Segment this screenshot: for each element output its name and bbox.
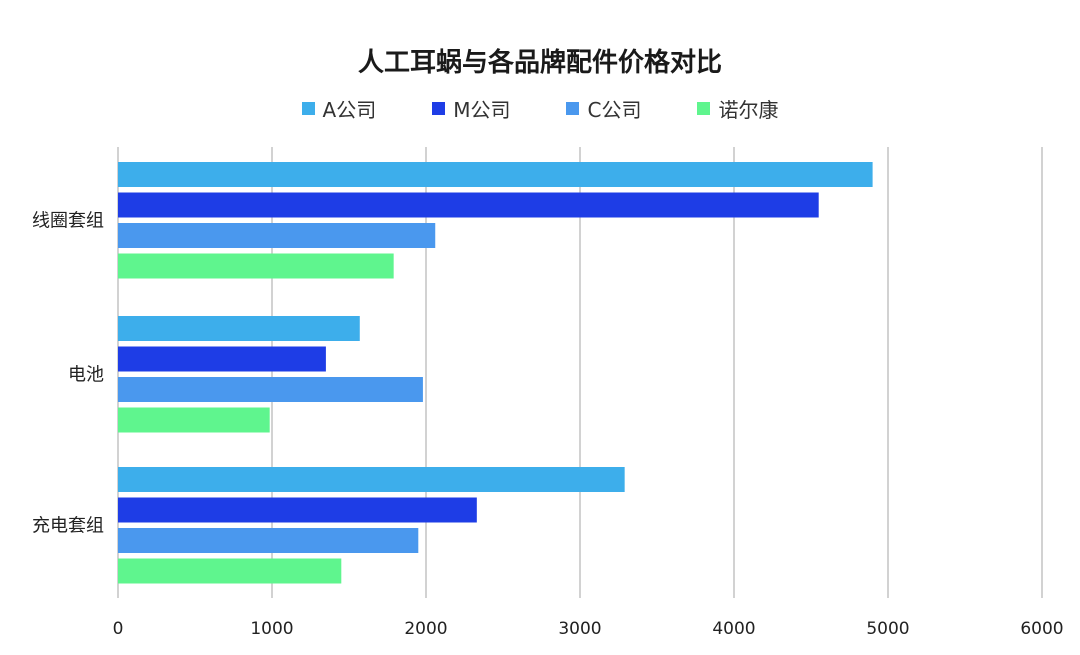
legend-swatch [697, 102, 711, 115]
bar[interactable] [118, 497, 477, 523]
bar[interactable] [118, 316, 360, 341]
bar[interactable] [118, 377, 423, 402]
legend-item[interactable]: C公司 [566, 94, 641, 123]
legend-swatch [432, 102, 446, 115]
x-tick-label: 6000 [1020, 619, 1063, 639]
x-tick-label: 0 [113, 619, 124, 639]
bar[interactable] [118, 223, 436, 248]
category-label: 充电套组 [32, 515, 104, 536]
bar[interactable] [118, 528, 419, 553]
bar[interactable] [118, 467, 625, 492]
legend-item[interactable]: A公司 [301, 94, 377, 123]
bar[interactable] [118, 407, 270, 433]
x-tick-label: 1000 [250, 619, 293, 639]
chart-title: 人工耳蜗与各品牌配件价格对比 [357, 48, 722, 78]
legend-label: C公司 [587, 98, 642, 122]
x-tick-label: 2000 [404, 619, 447, 639]
legend-swatch [301, 102, 315, 115]
legend-swatch [566, 102, 580, 115]
legend-item[interactable]: 诺尔康 [697, 94, 778, 123]
x-tick-label: 4000 [712, 619, 755, 639]
x-tick-label: 3000 [558, 619, 601, 639]
legend-label: M公司 [453, 98, 511, 122]
legend-label: 诺尔康 [718, 98, 779, 122]
legend-label: A公司 [322, 98, 377, 122]
category-label: 电池 [68, 364, 104, 385]
category-label: 线圈套组 [32, 210, 104, 231]
bar[interactable] [118, 162, 873, 187]
x-tick-label: 5000 [866, 619, 909, 639]
legend: A公司 M公司 C公司 诺尔康 [0, 94, 1080, 123]
bar[interactable] [118, 253, 394, 279]
bar[interactable] [118, 346, 326, 372]
legend-item[interactable]: M公司 [432, 94, 510, 123]
bar[interactable] [118, 192, 819, 218]
bar[interactable] [118, 558, 342, 584]
